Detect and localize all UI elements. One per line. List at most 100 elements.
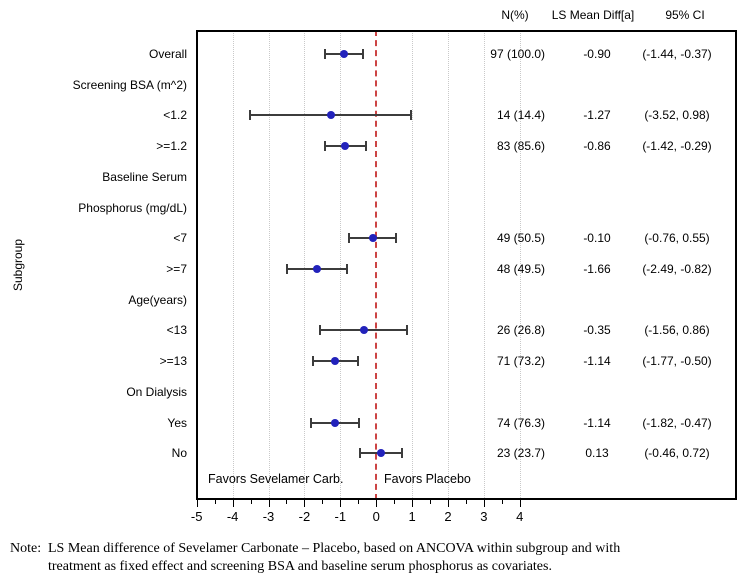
axis-tick-label: -2 — [298, 509, 311, 524]
n-pct-value: 83 (85.6) — [496, 139, 545, 154]
axis-tick-major — [196, 500, 198, 507]
point-marker — [339, 50, 348, 58]
ci-text-value: (-1.42, -0.29) — [642, 139, 712, 154]
n-pct-value: 97 (100.0) — [490, 47, 545, 61]
gridline — [483, 30, 485, 500]
subgroup-row-label: No — [171, 446, 187, 461]
axis-tick-major — [304, 500, 306, 507]
ci-cap-high — [357, 356, 360, 367]
point-marker — [331, 357, 340, 366]
column-header-95-ci: 95% CI — [665, 8, 705, 22]
ls-mean-diff-value: -0.10 — [583, 231, 611, 246]
point-marker — [359, 326, 368, 335]
gridline — [268, 30, 270, 500]
subgroup-row-label: >=1.2 — [156, 139, 187, 154]
ls-mean-diff-value: -1.14 — [583, 415, 611, 430]
axis-tick-minor — [465, 500, 467, 504]
gridline — [448, 30, 449, 500]
axis-tick-label: -1 — [334, 509, 347, 524]
gridline — [519, 30, 521, 500]
subgroup-row-label: Yes — [167, 415, 187, 430]
ci-cap-high — [361, 49, 364, 59]
axis-tick-minor — [501, 500, 503, 504]
ci-cap-high — [394, 233, 397, 244]
gridline — [304, 30, 306, 500]
axis-tick-major — [376, 500, 378, 507]
ci-cap-low — [323, 49, 326, 59]
subgroup-row-label: Overall — [148, 47, 187, 61]
footnote-text: LS Mean difference of Sevelamer Carbonat… — [48, 540, 747, 576]
footnote-prefix: Note: — [10, 541, 42, 556]
axis-tick-minor — [250, 500, 252, 504]
gridline — [232, 30, 234, 500]
ls-mean-diff-value: -1.66 — [583, 262, 611, 277]
ci-text-value: (-1.77, -0.50) — [642, 354, 712, 369]
ci-cap-high — [364, 141, 367, 152]
footnote-line-1: LS Mean difference of Sevelamer Carbonat… — [48, 541, 621, 556]
favors-left-annotation: Favors Sevelamer Carb. — [208, 472, 344, 486]
ci-cap-low — [319, 325, 322, 336]
n-pct-value: 49 (50.5) — [496, 231, 545, 246]
subgroup-heading: Age(years) — [128, 292, 187, 307]
subgroup-row-label: <7 — [173, 231, 187, 246]
column-header-n-pct: N(%) — [501, 8, 529, 22]
subgroup-row-label: <13 — [166, 323, 187, 338]
axis-tick-label: -4 — [226, 509, 239, 524]
axis-tick-minor — [358, 500, 360, 504]
subgroup-row-label: >=7 — [166, 262, 187, 277]
ci-text-value: (-3.52, 0.98) — [644, 108, 710, 123]
ls-mean-diff-value: -0.86 — [583, 139, 611, 154]
axis-tick-minor — [286, 500, 288, 504]
point-marker — [376, 449, 385, 458]
n-pct-value: 23 (23.7) — [496, 446, 545, 461]
axis-tick-major — [412, 500, 414, 507]
ci-cap-high — [401, 448, 404, 459]
subgroup-row-label: <1.2 — [163, 108, 187, 123]
ci-cap-high — [410, 110, 413, 121]
favors-right-annotation: Favors Placebo — [384, 472, 471, 486]
ci-text-value: (-2.49, -0.82) — [642, 262, 712, 277]
axis-tick-major — [268, 500, 270, 507]
subgroup-heading: Baseline Serum — [102, 169, 187, 184]
axis-tick-major — [340, 500, 342, 507]
point-marker — [312, 265, 321, 274]
subgroup-heading: On Dialysis — [126, 384, 187, 399]
subgroup-row-label: >=13 — [159, 354, 187, 369]
ci-cap-low — [248, 110, 251, 121]
subgroup-heading: Phosphorus (mg/dL) — [78, 200, 187, 215]
footnote-line-2: treatment as fixed effect and screening … — [48, 559, 552, 574]
point-marker — [368, 234, 377, 243]
axis-tick-label: 2 — [444, 509, 452, 524]
ci-cap-high — [358, 417, 361, 428]
ci-text-value: (-0.76, 0.55) — [644, 231, 710, 246]
ci-cap-low — [347, 233, 350, 244]
n-pct-value: 26 (26.8) — [496, 323, 545, 338]
ci-cap-low — [285, 264, 288, 275]
ls-mean-diff-value: -0.90 — [583, 47, 611, 61]
point-marker — [341, 142, 350, 151]
point-marker — [326, 111, 335, 120]
column-header-ls-mean-diff: LS Mean Diff[a] — [551, 8, 635, 22]
ci-text-value: (-0.46, 0.72) — [644, 446, 710, 461]
n-pct-value: 14 (14.4) — [496, 108, 545, 123]
axis-tick-label: -3 — [262, 509, 275, 524]
ci-text-value: (-1.56, 0.86) — [644, 323, 710, 338]
axis-tick-major — [232, 500, 234, 507]
n-pct-value: 48 (49.5) — [496, 262, 545, 277]
subgroup-heading: Screening BSA (m^2) — [72, 77, 187, 92]
gridline — [340, 30, 342, 500]
ci-cap-high — [406, 325, 409, 336]
zero-reference-line — [375, 30, 378, 500]
axis-tick-label: -5 — [190, 509, 203, 524]
axis-tick-minor — [430, 500, 432, 504]
ci-text-value: (-1.44, -0.37) — [642, 47, 712, 61]
axis-tick-label: 4 — [516, 509, 524, 524]
axis-tick-minor — [394, 500, 396, 504]
n-pct-value: 71 (73.2) — [496, 354, 545, 369]
ls-mean-diff-value: 0.13 — [585, 446, 609, 461]
ci-cap-high — [345, 264, 348, 275]
axis-tick-major — [448, 500, 449, 507]
ci-cap-low — [311, 356, 314, 367]
axis-tick-label: 1 — [408, 509, 416, 524]
